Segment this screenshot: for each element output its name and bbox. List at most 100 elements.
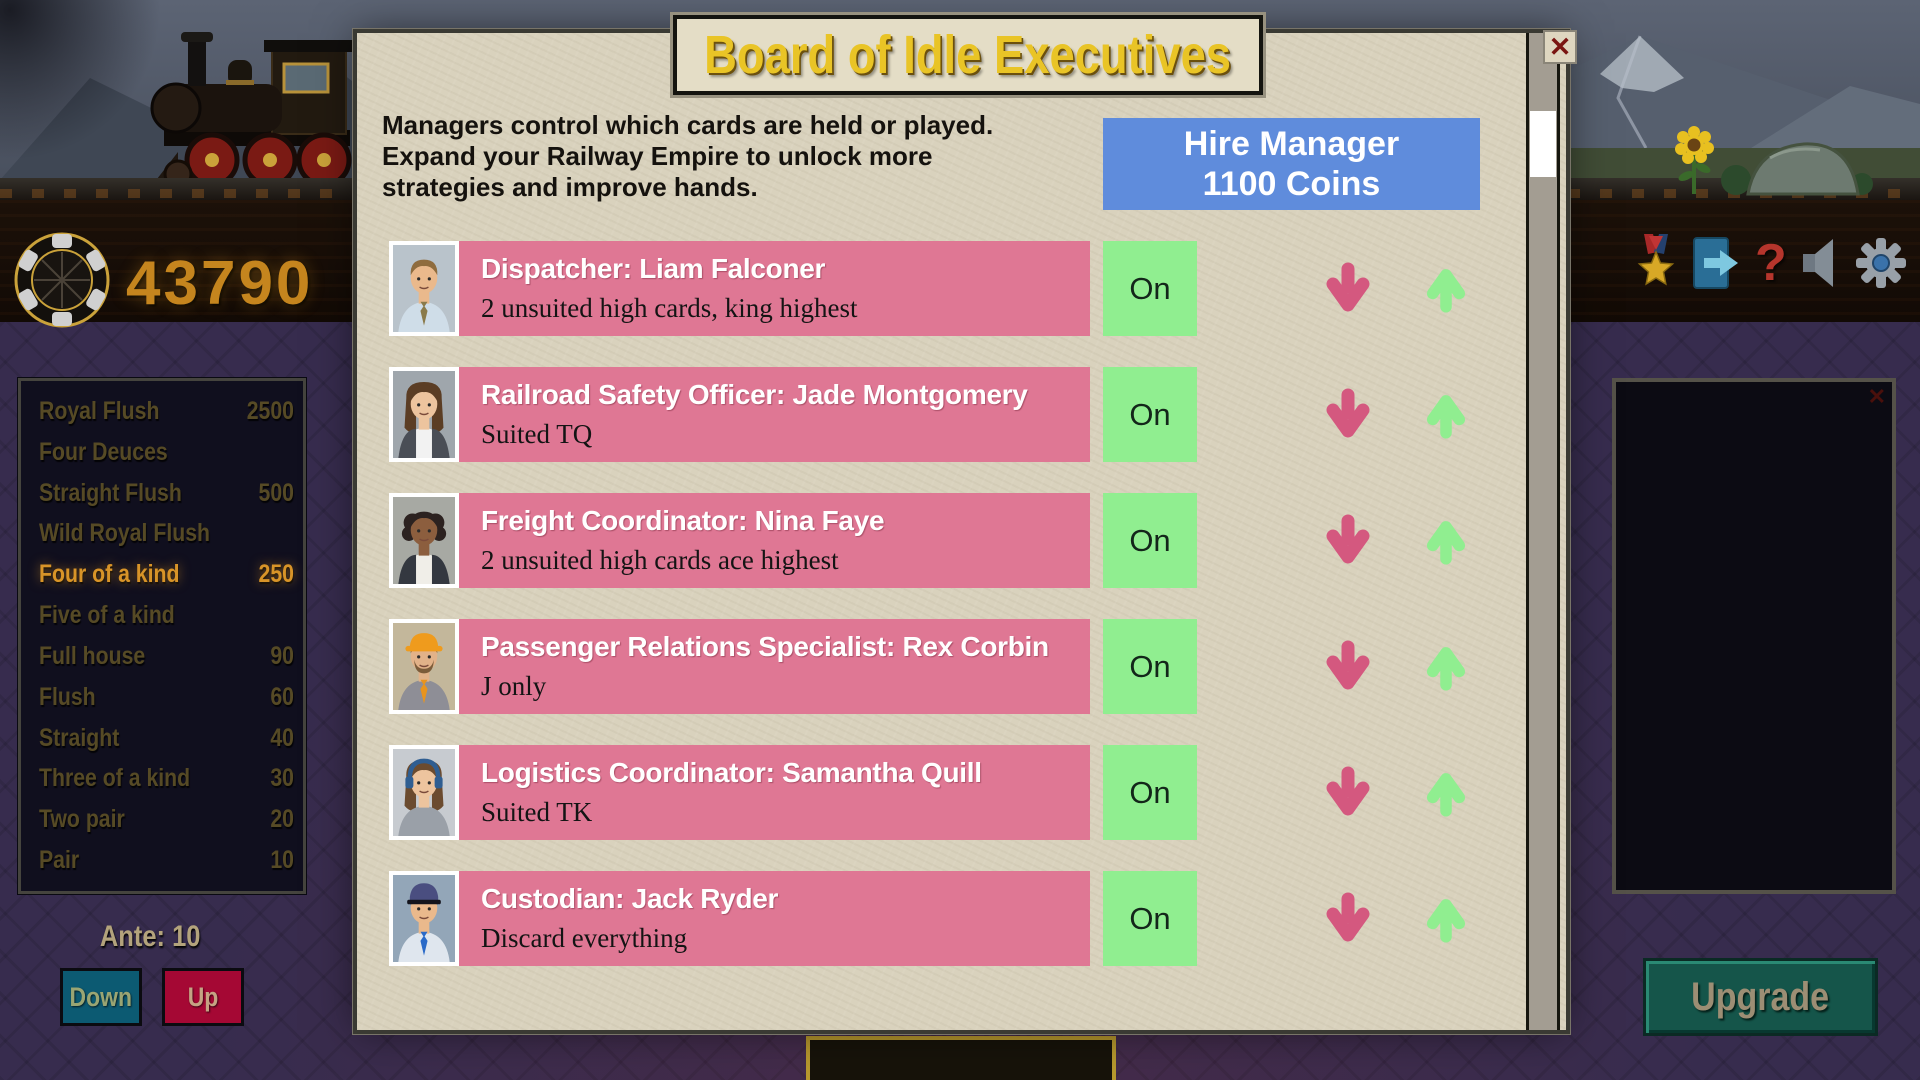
manager-strategy: J only [481, 671, 547, 701]
manager-row: Logistics Coordinator: Samantha Quill Su… [389, 745, 1470, 840]
hand-name: Four of a kind [39, 560, 180, 589]
hand-value: 20 [270, 805, 294, 834]
manager-state-button[interactable]: On [1103, 241, 1197, 336]
manager-row: Railroad Safety Officer: Jade Montgomery… [389, 367, 1470, 462]
hand-value: 2500 [246, 396, 294, 425]
manager-modal: Board of Idle Executives ✕ Managers cont… [353, 15, 1577, 1034]
hand-name: Two pair [39, 805, 125, 834]
scrollbar-thumb[interactable] [1530, 111, 1556, 177]
scrollbar-track[interactable] [1526, 33, 1560, 1030]
manager-state-button[interactable]: On [1103, 871, 1197, 966]
close-button[interactable]: ✕ [1543, 30, 1577, 64]
manager-strategy: 2 unsuited high cards ace highest [481, 545, 839, 575]
arrow-up-icon [1426, 773, 1466, 817]
paytable-row: Five of a kind [39, 601, 323, 630]
manager-avatar [389, 367, 459, 462]
poker-chip-icon [14, 232, 111, 334]
hand-value: 250 [258, 560, 294, 589]
hand-value: 10 [270, 846, 294, 875]
help-icon[interactable]: ? [1755, 234, 1787, 292]
manager-name: Logistics Coordinator: Samantha Quill [481, 757, 982, 788]
exit-icon[interactable] [1692, 234, 1740, 292]
rock [1721, 142, 1873, 196]
ante-label: Ante: 10 [99, 920, 201, 953]
hand-value: 40 [270, 723, 294, 752]
settings-icon[interactable] [1856, 234, 1906, 292]
arrow-down-icon [1326, 388, 1370, 438]
manager-card [389, 619, 1090, 714]
manager-strategy: Discard everything [481, 923, 688, 953]
manager-state-button[interactable]: On [1103, 745, 1197, 840]
manager-list: Dispatcher: Liam Falconer 2 unsuited hig… [389, 241, 1470, 966]
paytable-row: Two pair 20 [39, 805, 323, 834]
move-up-button[interactable] [1425, 266, 1467, 313]
move-up-button[interactable] [1425, 770, 1467, 817]
move-up-button[interactable] [1425, 518, 1467, 565]
manager-name: Passenger Relations Specialist: Rex Corb… [481, 631, 1049, 662]
manager-state-button[interactable]: On [1103, 367, 1197, 462]
manager-name: Dispatcher: Liam Falconer [481, 253, 826, 284]
arrow-down-icon [1326, 766, 1370, 816]
manager-card [389, 493, 1090, 588]
arrow-up-icon [1426, 647, 1466, 691]
paytable-row: Straight 40 [39, 724, 323, 753]
medal-icon[interactable] [1634, 234, 1678, 292]
modal-title-banner: Board of Idle Executives [673, 15, 1263, 95]
paytable-row: Four of a kind 250 [39, 560, 323, 589]
hand-name: Five of a kind [39, 601, 175, 630]
move-down-button[interactable] [1325, 766, 1371, 819]
manager-avatar [389, 241, 459, 336]
ante-up-button[interactable]: Up [162, 968, 244, 1026]
sound-icon[interactable] [1797, 234, 1843, 292]
hand-name: Four Deuces [39, 437, 168, 466]
arrow-down-icon [1326, 262, 1370, 312]
hire-manager-button[interactable]: Hire Manager 1100 Coins [1103, 118, 1480, 210]
hand-name: Straight Flush [39, 478, 182, 507]
scenery [1540, 118, 1900, 203]
coin-balance: 43790 [126, 249, 314, 318]
ante-down-button[interactable]: Down [60, 968, 142, 1026]
manager-card [389, 871, 1090, 966]
paytable-panel: Royal Flush 2500 Four Deuces Straight Fl… [18, 378, 306, 894]
arrow-down-icon [1326, 892, 1370, 942]
hand-name: Pair [39, 846, 80, 875]
arrow-up-icon [1426, 269, 1466, 313]
hand-name: Full house [39, 641, 146, 670]
upgrade-button[interactable]: Upgrade [1643, 958, 1878, 1036]
move-up-button[interactable] [1425, 896, 1467, 943]
manager-avatar [389, 871, 459, 966]
hand-name: Straight [39, 723, 120, 752]
paytable-row: Full house 90 [39, 642, 323, 671]
move-down-button[interactable] [1325, 262, 1371, 315]
manager-name: Custodian: Jack Ryder [481, 883, 779, 914]
manager-state-button[interactable]: On [1103, 619, 1197, 714]
move-down-button[interactable] [1325, 640, 1371, 693]
paytable-row: Flush 60 [39, 683, 323, 712]
manager-card [389, 745, 1090, 840]
hand-value: 30 [270, 764, 294, 793]
move-down-button[interactable] [1325, 388, 1371, 441]
move-up-button[interactable] [1425, 644, 1467, 691]
hand-name: Royal Flush [39, 396, 160, 425]
move-down-button[interactable] [1325, 514, 1371, 567]
deal-panel[interactable] [806, 1036, 1116, 1080]
paytable-row: Pair 10 [39, 846, 323, 875]
modal-title: Board of Idle Executives [704, 25, 1232, 85]
manager-row: Dispatcher: Liam Falconer 2 unsuited hig… [389, 241, 1470, 336]
hand-name: Wild Royal Flush [39, 519, 210, 548]
move-up-button[interactable] [1425, 392, 1467, 439]
shop-close-icon[interactable]: ✕ [1867, 384, 1886, 409]
hand-value: 500 [258, 478, 294, 507]
arrow-down-icon [1326, 514, 1370, 564]
manager-card [389, 241, 1090, 336]
manager-state-button[interactable]: On [1103, 493, 1197, 588]
paytable-row: Royal Flush 2500 [39, 397, 323, 426]
manager-avatar [389, 745, 459, 840]
manager-name: Railroad Safety Officer: Jade Montgomery [481, 379, 1028, 410]
sunflower [1675, 126, 1714, 194]
hire-manager-label: Hire Manager [1183, 125, 1400, 163]
move-down-button[interactable] [1325, 892, 1371, 945]
arrow-down-icon [1326, 640, 1370, 690]
hand-name: Flush [39, 682, 96, 711]
